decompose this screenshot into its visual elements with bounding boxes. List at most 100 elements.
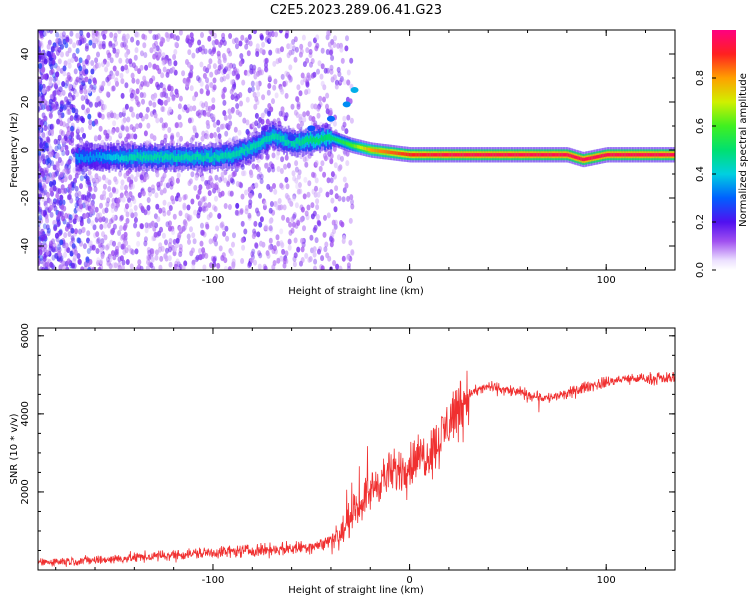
spectrogram-ridge-cell [356, 145, 359, 149]
spectrogram-point [281, 248, 286, 255]
spectrogram-point [38, 165, 42, 172]
spectrogram-point [304, 161, 309, 168]
spectrogram-point [100, 238, 105, 245]
spectrogram-point [189, 226, 193, 233]
spectrogram-point [230, 108, 235, 115]
spectrogram-point [157, 51, 162, 58]
spectrogram-ridge-cell [608, 153, 611, 157]
spectrogram-point [325, 191, 330, 198]
spectrogram-point [291, 39, 296, 45]
spectrogram-point [75, 76, 80, 83]
spectrogram-point [220, 171, 225, 178]
spectrogram-ridge-cell [353, 144, 356, 148]
spectrogram-point [235, 43, 239, 50]
spectrogram-point [264, 224, 269, 231]
spectrogram-point [112, 65, 117, 72]
spectrogram-point [39, 83, 43, 90]
spectrogram-point [63, 187, 68, 194]
spectrogram-ridge-cell [377, 149, 380, 153]
spectrogram-point [339, 77, 343, 84]
spectrogram-point [182, 77, 187, 84]
spectrogram-point [114, 77, 119, 84]
spectrogram-point [335, 263, 340, 270]
spectrogram-point [253, 259, 257, 266]
spectrogram-ridge-cell [618, 153, 620, 157]
spectrogram-point [129, 248, 134, 255]
spectrogram-point [259, 240, 263, 247]
spectrogram-point [209, 262, 214, 269]
spectrogram-point [127, 197, 132, 203]
spectrogram-point [115, 80, 119, 87]
spectrogram-point [38, 138, 41, 145]
spectrogram-point [92, 42, 97, 49]
spectrogram-branch-point [307, 125, 316, 132]
spectrogram-point [65, 80, 70, 86]
spectrogram-point [290, 227, 295, 234]
spectrogram-point [306, 191, 311, 198]
spectrogram-point [106, 111, 111, 118]
spectrogram-point [58, 90, 63, 97]
spectrogram-ridge-cell [490, 153, 493, 157]
spectrogram-point [160, 91, 165, 98]
spectrogram-point [42, 261, 47, 267]
spectrogram-point [160, 36, 165, 43]
spectrogram-ridge-cell [84, 156, 87, 162]
spectrogram-ridge-cell [507, 153, 510, 157]
spectrogram-point [106, 197, 111, 204]
spectrogram-point [103, 30, 108, 35]
spectrogram-point [57, 157, 62, 163]
spectrogram-point [211, 97, 216, 104]
spectrogram-ridge-cell [163, 154, 166, 161]
spectrogram-point [296, 246, 301, 253]
spectrogram-ridge-cell [592, 155, 595, 160]
spectrogram-point [129, 106, 134, 113]
spectrogram-point [99, 247, 104, 254]
spectrogram-ridge-cell [561, 153, 564, 157]
spectrogram-point [97, 112, 102, 119]
spectrogram-point [98, 212, 102, 219]
spectrogram-ridge-cell [386, 150, 389, 154]
spectrogram-point [177, 138, 181, 145]
spectrogram-point [38, 230, 41, 237]
spectrogram-point [101, 80, 106, 87]
spectrogram-point [63, 60, 68, 67]
spectrogram-point [200, 135, 205, 142]
spectrogram-point [205, 77, 209, 84]
spectrogram-point [106, 260, 111, 267]
spectrogram-point [93, 186, 98, 193]
spectrogram-point [157, 246, 162, 253]
spectrogram-point [277, 204, 282, 211]
spectrogram-point [130, 249, 135, 256]
spectrogram-point [55, 198, 60, 205]
spectrogram-point [47, 51, 52, 58]
spectrogram-point [120, 78, 125, 85]
spectrogram-ridge-cell [342, 140, 345, 144]
spectrogram-point [295, 95, 299, 102]
spectrogram-ridge-cell [476, 153, 479, 157]
spectrogram-ridge-cell [106, 154, 109, 160]
spectrogram-ridge-cell [432, 153, 435, 157]
spectrogram-point [46, 264, 51, 270]
spectrogram-point [75, 128, 80, 135]
spectrogram-point [174, 242, 179, 249]
spectrogram-point [44, 214, 49, 221]
spectrogram-point [128, 201, 133, 208]
spectrogram-point [299, 216, 304, 223]
spectrogram-point [206, 81, 211, 88]
spectrogram-point [117, 230, 122, 236]
spectrogram-point [46, 43, 51, 50]
spectrogram-point [326, 30, 331, 37]
spectrogram-ridge-cell [264, 136, 267, 143]
spectrogram-point [207, 35, 212, 42]
spectrogram-point [74, 91, 79, 98]
spectrogram-point [308, 256, 313, 262]
spectrogram-point [315, 34, 320, 41]
spectrogram-ridge-cell [117, 154, 120, 161]
spectrogram-point [107, 186, 112, 192]
spectrogram-point [194, 91, 199, 98]
spectrogram-ridge-cell [418, 153, 421, 157]
spectrogram-point [198, 184, 203, 191]
spectrogram-point [68, 76, 73, 83]
snr-series-line [38, 370, 675, 568]
spectrogram-point [267, 38, 272, 44]
